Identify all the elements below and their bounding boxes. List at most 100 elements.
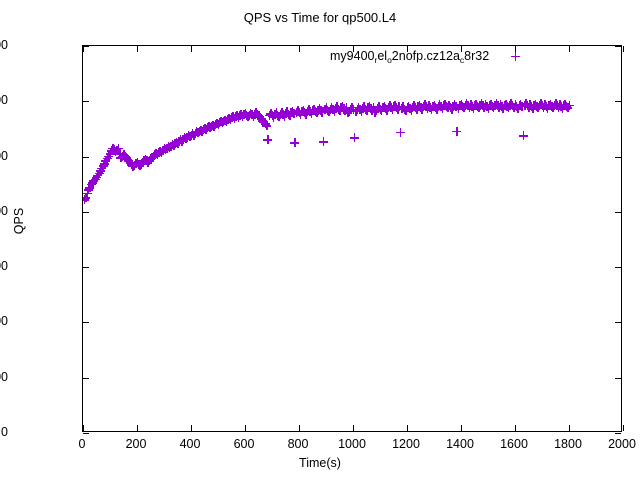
data-point (561, 101, 571, 111)
data-point (506, 98, 516, 108)
data-point (237, 111, 247, 121)
data-point (263, 135, 273, 145)
data-point (513, 103, 523, 113)
data-point (533, 103, 543, 113)
data-point (353, 102, 363, 112)
y-tick-mark (83, 267, 89, 269)
data-point (301, 109, 311, 119)
data-point (521, 98, 531, 108)
data-point (148, 151, 158, 161)
data-point (456, 99, 466, 109)
data-point (240, 108, 250, 118)
data-point (540, 100, 550, 110)
data-point (409, 101, 419, 111)
y-tick-mark (83, 156, 89, 158)
data-point (364, 101, 374, 111)
data-point (147, 152, 157, 162)
x-tick-mark (623, 46, 624, 52)
data-point (371, 106, 381, 116)
data-point (471, 99, 481, 109)
data-point (436, 102, 446, 112)
data-point (488, 103, 498, 113)
data-point (93, 170, 103, 180)
data-point (441, 101, 451, 111)
x-tick-mark (407, 425, 408, 431)
data-point (511, 102, 521, 112)
data-point (271, 108, 281, 118)
data-point (248, 111, 258, 121)
data-point (451, 102, 461, 112)
data-point (537, 101, 547, 111)
data-point (173, 138, 182, 148)
data-point (437, 103, 447, 113)
data-point (92, 172, 101, 182)
y-tick-mark (615, 101, 621, 103)
x-tick-label: 600 (233, 437, 255, 451)
data-point (225, 115, 235, 125)
x-tick-mark (299, 425, 300, 431)
y-tick-mark (615, 377, 621, 379)
data-point (463, 101, 473, 111)
data-point (221, 116, 231, 126)
data-point (298, 105, 308, 115)
data-point (267, 111, 277, 121)
data-point (478, 101, 488, 111)
data-point (368, 102, 378, 112)
data-point (410, 103, 420, 113)
y-tick-mark (83, 377, 89, 379)
legend-item-label: my9400relo2nofp.cz12ac8r32 (330, 49, 490, 65)
data-point (217, 118, 227, 128)
data-point (94, 168, 104, 178)
data-point (472, 101, 482, 111)
data-point (356, 106, 366, 116)
data-point (119, 150, 128, 160)
data-point (262, 121, 272, 131)
data-point (256, 114, 266, 124)
data-point (116, 153, 126, 163)
data-point (492, 101, 502, 111)
data-point (360, 104, 370, 114)
data-point (495, 100, 505, 110)
data-point (83, 185, 93, 195)
data-point (87, 178, 97, 188)
data-point (121, 153, 131, 163)
data-point (552, 101, 562, 111)
y-tick-mark (615, 433, 621, 434)
data-point (295, 110, 305, 120)
x-tick-label: 1200 (392, 437, 420, 451)
data-point (124, 156, 134, 166)
y-tick-mark (615, 211, 621, 213)
data-point (245, 108, 255, 118)
data-point (177, 136, 187, 146)
x-tick-label: 0 (78, 437, 86, 451)
data-point (160, 145, 170, 155)
data-point (351, 106, 361, 116)
data-point (268, 112, 278, 122)
plus-marker-icon (510, 51, 520, 61)
data-point (303, 105, 313, 115)
data-point (482, 102, 492, 112)
data-point (293, 106, 303, 116)
x-tick-mark (515, 425, 516, 431)
data-point (287, 106, 297, 116)
x-tick-label: 1800 (554, 437, 582, 451)
data-point (114, 149, 124, 159)
y-tick-label: 1400 (0, 38, 8, 52)
data-point (312, 108, 322, 118)
data-point (185, 132, 195, 142)
data-point (339, 103, 349, 113)
data-point (255, 112, 265, 122)
x-tick-label: 200 (125, 437, 147, 451)
data-point (213, 120, 223, 129)
data-point (201, 124, 211, 134)
data-point (254, 111, 263, 121)
data-point (563, 103, 573, 113)
data-point (260, 119, 270, 129)
data-point (89, 176, 99, 186)
x-tick-mark (569, 425, 570, 431)
data-point (143, 158, 153, 168)
data-point (209, 121, 219, 131)
x-tick-mark (137, 425, 138, 431)
data-point (391, 102, 401, 112)
data-point (366, 103, 376, 113)
